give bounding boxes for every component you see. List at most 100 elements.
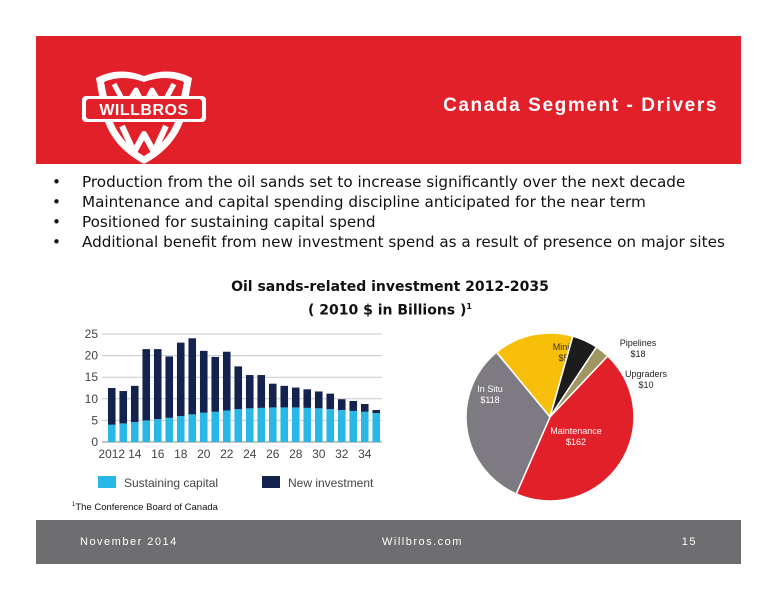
x-tick-label: 32 [335,447,349,461]
pie-value-label: $118 [480,395,499,405]
x-tick-label: 26 [266,447,280,461]
logo-text: WILLBROS [99,102,188,119]
sustaining-capital-bar [153,419,162,442]
bullet-list: • Production from the oil sands set to in… [52,172,752,252]
pie-label: In Situ [477,384,503,394]
bullet-text: Production from the oil sands set to inc… [82,173,686,191]
source-marker: 1 [72,502,76,508]
legend-label-new: New investment [288,476,374,490]
sustaining-capital-bar [349,410,358,442]
new-investment-bar [234,366,243,410]
x-tick-label: 2012 [98,447,125,461]
footnote-marker: 1 [466,302,472,311]
y-tick-label: 25 [85,327,99,341]
chart-title-line2: ( 2010 $ in Billions )1 [180,297,600,321]
y-tick-label: 15 [85,370,99,384]
new-investment-bar [211,356,220,412]
new-investment-bar [130,385,139,423]
new-investment-bar [107,388,116,425]
sustaining-capital-bar [199,412,208,442]
sustaining-capital-bar [326,409,335,442]
legend-swatch-new [262,476,280,488]
legend-label-sustaining: Sustaining capital [124,476,218,490]
x-tick-label: 24 [243,447,257,461]
new-investment-bar [337,399,346,411]
new-investment-bar [303,389,312,408]
new-investment-bar [222,351,231,411]
new-investment-bar [291,387,300,408]
investment-bar-chart: 0 5 10 15 20 25 2012 14 16 18 20 22 24 26 28 30 32 34 Sust… [85,327,382,490]
new-investment-bar [165,356,174,418]
y-tick-label: 10 [85,392,99,406]
sustaining-capital-bar [337,410,346,442]
footer-date: November 2014 [80,536,178,548]
bullet-dot: • [52,173,61,191]
sustaining-capital-bar [107,424,116,442]
bullet-dot: • [52,213,61,231]
pie-slice-mining [495,332,574,419]
bullet-text: Positioned for sustaining capital spend [82,213,376,231]
sustaining-capital-bar [130,422,139,442]
pie-value-label: $162 [566,437,586,447]
chart-title: Oil sands-related investment 2012-2035 (… [180,277,600,321]
y-tick-label: 5 [91,413,98,427]
bullet-text: Maintenance and capital spending discipl… [82,193,646,211]
slide-title: Canada Segment - Drivers [443,95,718,116]
bullet-item: • Maintenance and capital spending discip… [52,192,752,212]
willbros-logo: WILLBROS [82,71,206,164]
legend-swatch-sustaining [98,476,116,488]
pie-value-label: $18 [630,349,645,359]
new-investment-bar [360,403,369,412]
sustaining-capital-bar [234,409,243,442]
new-investment-bar [314,391,323,409]
bullet-dot: • [52,193,61,211]
investment-pie-chart: Mining$56Pipelines$18Upgraders$10Mainten… [465,332,668,502]
new-investment-bar [142,349,151,421]
pie-label: Mining [553,342,580,352]
x-tick-label: 22 [220,447,234,461]
pie-label: Upgraders [625,369,668,379]
sustaining-capital-bar [119,423,128,442]
new-investment-bar [176,342,185,417]
sustaining-capital-bar [268,407,277,442]
pie-label: Maintenance [550,426,602,436]
sustaining-capital-bar [257,407,266,442]
sustaining-capital-bar [314,408,323,442]
pie-value-label: $10 [638,380,653,390]
x-tick-label: 30 [312,447,326,461]
new-investment-bar [119,391,128,424]
new-investment-bar [326,393,335,410]
sustaining-capital-bar [291,407,300,442]
pie-slice-in-situ [465,351,551,495]
bullet-dot: • [52,233,61,251]
sustaining-capital-bar [222,410,231,442]
x-tick-label: 18 [174,447,188,461]
new-investment-bar [188,338,197,415]
sustaining-capital-bar [245,408,254,442]
new-investment-bar [153,349,162,420]
sustaining-capital-bar [176,416,185,442]
footer-page: 15 [681,536,697,548]
sustaining-capital-bar [211,411,220,442]
logo-banner-inner [86,99,202,119]
x-tick-label: 20 [197,447,211,461]
bullet-text: Additional benefit from new investment s… [82,233,725,251]
bullet-item: • Production from the oil sands set to in… [52,172,752,192]
sustaining-capital-bar [360,411,369,442]
footer-site: Willbros.com [382,536,463,548]
new-investment-bar [199,350,208,413]
new-investment-bar [268,383,277,408]
sustaining-capital-bar [188,414,197,442]
sustaining-capital-bar [165,417,174,442]
pie-label: Pipelines [620,338,657,348]
new-investment-bar [349,400,358,411]
new-investment-bar [372,410,381,414]
sustaining-capital-bar [372,413,381,442]
x-tick-label: 28 [289,447,303,461]
source-note: 1The Conference Board of Canada [72,502,218,513]
x-tick-label: 16 [151,447,165,461]
new-investment-bar [257,375,266,408]
new-investment-bar [245,375,254,409]
x-tick-label: 34 [358,447,372,461]
logo-bottom-w [119,124,169,155]
